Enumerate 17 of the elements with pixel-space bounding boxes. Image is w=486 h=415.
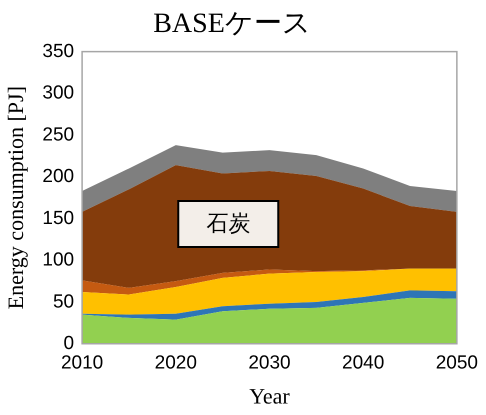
- y-tick-label: 250: [42, 124, 74, 146]
- x-tick-label: 2050: [436, 352, 478, 374]
- y-tick-label: 100: [42, 250, 74, 271]
- y-tick-label: 50: [52, 291, 74, 312]
- x-tick-label: 2040: [342, 352, 384, 374]
- y-tick-label: 0: [64, 333, 74, 354]
- y-tick-label: 150: [42, 208, 74, 229]
- y-axis-title: Energy consumption [PJ]: [2, 86, 28, 310]
- y-tick-label: 350: [42, 40, 74, 62]
- x-tick-label: 2030: [248, 352, 291, 374]
- x-axis-title: Year: [249, 384, 290, 409]
- chart-title: BASEケース: [153, 8, 311, 40]
- x-tick-label: 2020: [154, 352, 197, 374]
- y-tick-label: 200: [42, 166, 74, 188]
- y-tick-label: 300: [42, 82, 74, 104]
- x-tick-label: 2010: [60, 352, 104, 374]
- annotation: 石炭: [206, 212, 250, 237]
